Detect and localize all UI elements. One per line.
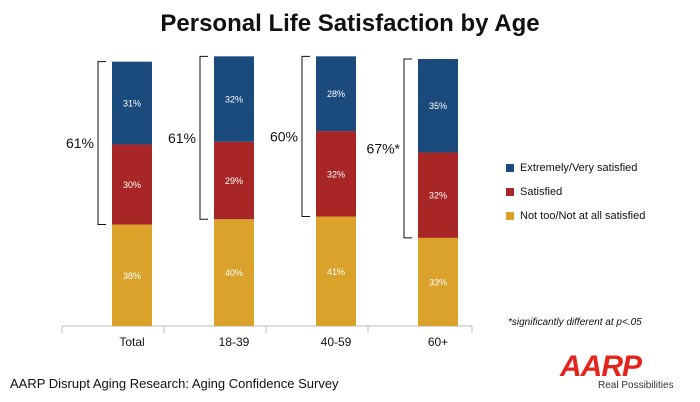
bracket-label: 61% xyxy=(168,130,196,146)
x-tick-label: 18-39 xyxy=(219,335,250,349)
legend-swatch-extremely-very-satisfied xyxy=(506,164,514,172)
legend-item-not-satisfied: Not too/Not at all satisfied xyxy=(506,204,645,228)
satisfied-bracket xyxy=(97,61,106,226)
bar-not-too-not-at-all-satisfied-total xyxy=(112,224,152,326)
data-label: 32% xyxy=(429,191,447,201)
bracket-label: 67%* xyxy=(367,140,401,156)
x-tick-label: 40-59 xyxy=(321,335,352,349)
legend-label: Not too/Not at all satisfied xyxy=(520,210,646,222)
bar-extremely-very-satisfied-18-39 xyxy=(214,56,254,142)
bar-not-too-not-at-all-satisfied-40-59 xyxy=(316,216,356,326)
satisfied-bracket xyxy=(301,55,310,218)
bar-extremely-very-satisfied-total xyxy=(112,61,152,145)
data-label: 31% xyxy=(123,99,141,109)
legend-swatch-satisfied xyxy=(506,188,514,196)
bracket-label: 60% xyxy=(270,128,298,144)
bar-satisfied-18-39 xyxy=(214,141,254,220)
logo-wordmark: AARP xyxy=(560,350,642,383)
data-label: 28% xyxy=(327,89,345,99)
legend-label: Satisfied xyxy=(520,186,563,198)
data-label: 32% xyxy=(327,169,345,179)
bar-extremely-very-satisfied-40-59 xyxy=(316,56,356,132)
bar-not-too-not-at-all-satisfied-60 xyxy=(418,237,458,326)
aarp-logo: AARP Real Possibilities xyxy=(540,350,690,394)
data-label: 35% xyxy=(429,101,447,111)
significance-footnote: *significantly different at p<.05 xyxy=(508,317,642,328)
bar-satisfied-60 xyxy=(418,152,458,238)
data-label: 30% xyxy=(123,180,141,190)
x-tick-label: Total xyxy=(119,335,144,349)
data-label: 38% xyxy=(123,271,141,281)
data-label: 41% xyxy=(327,267,345,277)
legend: Extremely/Very satisfied Satisfied Not t… xyxy=(506,156,645,228)
bar-satisfied-40-59 xyxy=(316,131,356,217)
satisfied-bracket xyxy=(403,58,412,239)
bar-satisfied-total xyxy=(112,144,152,225)
legend-item-extremely-very-satisfied: Extremely/Very satisfied xyxy=(506,156,645,180)
data-label: 32% xyxy=(225,95,243,105)
chart-title: Personal Life Satisfaction by Age xyxy=(160,10,540,37)
data-label: 33% xyxy=(429,277,447,287)
x-tick-label: 60+ xyxy=(428,335,448,349)
legend-label: Extremely/Very satisfied xyxy=(520,162,638,174)
data-label: 40% xyxy=(225,268,243,278)
legend-swatch-not-satisfied xyxy=(506,212,514,220)
data-label: 29% xyxy=(225,176,243,186)
logo-tagline: Real Possibilities xyxy=(598,380,674,391)
legend-item-satisfied: Satisfied xyxy=(506,180,645,204)
source-note: AARP Disrupt Aging Research: Aging Confi… xyxy=(10,376,339,391)
satisfied-bracket xyxy=(199,55,208,220)
bar-not-too-not-at-all-satisfied-18-39 xyxy=(214,219,254,326)
bracket-label: 61% xyxy=(66,135,94,151)
bar-extremely-very-satisfied-60 xyxy=(418,59,458,153)
